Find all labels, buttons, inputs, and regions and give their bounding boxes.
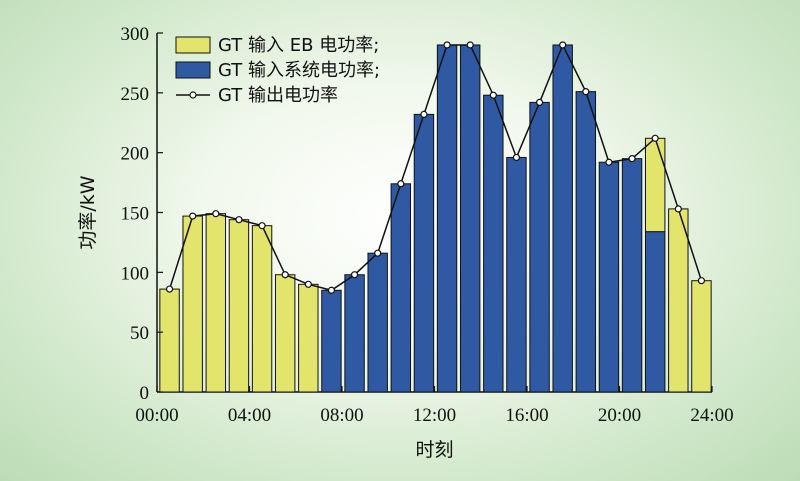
x-tick-label: 24:00	[690, 405, 733, 426]
bar-segment	[344, 274, 365, 393]
legend: GT 输入 EB 电功率; GT 输入系统电功率; GT 输出电功率	[175, 35, 380, 106]
x-ticks-group: 00:00 04:00 08:00 12:00 16:00 20:00 24:00	[135, 386, 734, 426]
bar-segment	[413, 113, 435, 393]
line-point	[628, 155, 636, 163]
y-ticks-group: 0 50 100 150 200 250 300	[121, 24, 163, 404]
legend-label: GT 输入系统电功率;	[218, 60, 380, 81]
legend-label: GT 输出电功率	[218, 85, 338, 106]
y-axis-title: 功率/kW	[77, 175, 99, 249]
bar-segment	[367, 252, 388, 393]
bar-segment	[205, 213, 227, 393]
bar-segment	[529, 101, 550, 393]
y-tick-label: 200	[121, 144, 150, 165]
y-tick-label: 100	[121, 263, 150, 284]
bar-segment	[644, 137, 666, 233]
bar-segment	[506, 156, 527, 393]
y-tick-label: 300	[121, 24, 150, 45]
bars-group	[159, 44, 712, 393]
line-point	[605, 158, 613, 166]
output-power-line	[168, 43, 703, 292]
line-point	[374, 249, 382, 257]
bar-segment	[668, 208, 689, 393]
bar-segment	[321, 289, 342, 393]
bar-segment	[644, 231, 666, 393]
legend-swatch	[175, 36, 211, 54]
output-line-group	[165, 41, 706, 294]
line-point	[535, 98, 544, 107]
line-point	[420, 110, 428, 118]
line-point	[651, 134, 659, 142]
line-point	[327, 286, 336, 294]
x-tick-label: 00:00	[135, 405, 178, 426]
bar-segment	[390, 183, 412, 393]
bar-segment	[459, 44, 481, 393]
line-point	[397, 180, 405, 188]
y-tick-label: 250	[121, 84, 150, 105]
bar-segment	[274, 274, 296, 393]
x-axis-title: 时刻	[415, 439, 453, 461]
line-point	[304, 280, 312, 288]
line-point	[697, 277, 706, 285]
bar-segment	[552, 44, 573, 393]
bar-segment	[483, 94, 504, 393]
bar-segment	[251, 225, 273, 393]
line-point	[559, 41, 567, 49]
y-tick-label: 0	[140, 383, 150, 404]
y-tick-label: 50	[130, 323, 149, 344]
bar-segment	[182, 215, 203, 393]
bar-segment	[436, 44, 458, 393]
legend-label: GT 输入 EB 电功率;	[218, 35, 379, 56]
line-point	[350, 271, 359, 279]
y-tick-label: 150	[121, 204, 150, 225]
x-tick-label: 16:00	[505, 405, 548, 426]
x-tick-label: 04:00	[228, 405, 271, 426]
bar-segment	[159, 288, 180, 393]
bar-segment	[621, 158, 643, 393]
x-tick-label: 20:00	[598, 405, 641, 426]
legend-swatch	[175, 61, 211, 79]
x-tick-label: 12:00	[413, 405, 456, 426]
line-point	[466, 41, 474, 49]
line-point	[443, 41, 451, 49]
line-point	[582, 88, 590, 96]
plot-area: 0 50 100 150 200 250 300 00:00 04:00 08:00 12:00 1…	[121, 24, 734, 426]
line-point	[281, 271, 289, 279]
line-point	[189, 212, 197, 220]
bar-segment	[598, 161, 620, 393]
x-tick-label: 08:00	[320, 405, 363, 426]
line-point	[165, 285, 174, 293]
line-point	[674, 205, 682, 213]
legend-marker	[189, 91, 197, 99]
bar-segment	[691, 280, 712, 393]
line-point	[212, 210, 220, 218]
line-point	[489, 91, 497, 99]
line-point	[258, 222, 266, 230]
bar-segment	[298, 283, 319, 393]
line-point	[235, 216, 243, 224]
bar-segment	[228, 219, 250, 393]
line-point	[512, 153, 521, 162]
bar-segment	[575, 91, 597, 393]
